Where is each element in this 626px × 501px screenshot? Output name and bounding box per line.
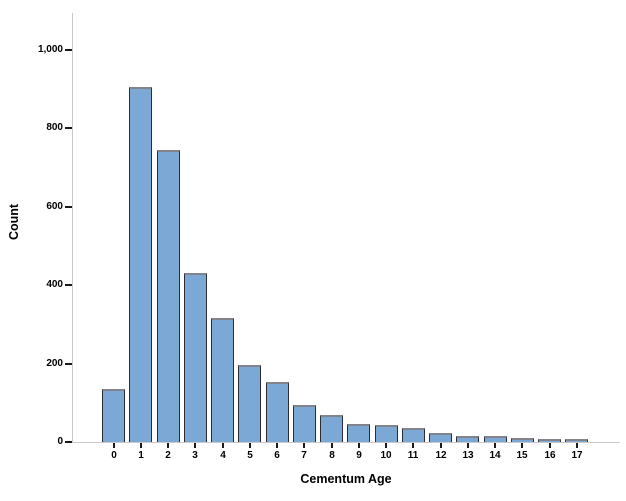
x-tick-mark (440, 443, 442, 448)
y-tick-mark (65, 441, 72, 443)
y-tick-mark (65, 363, 72, 365)
bar-14 (483, 436, 507, 442)
x-tick-mark (222, 443, 224, 448)
x-tick-label: 13 (462, 450, 474, 461)
bar-2 (156, 150, 180, 442)
y-tick-mark (65, 206, 72, 208)
y-tick-label: 200 (46, 358, 63, 369)
x-tick-label: 6 (274, 450, 280, 461)
x-tick-label: 3 (192, 450, 198, 461)
x-tick-label: 8 (329, 450, 335, 461)
x-tick-mark (113, 443, 115, 448)
bar-15 (510, 438, 534, 442)
x-tick-mark (521, 443, 523, 448)
x-tick-mark (549, 443, 551, 448)
y-tick-label: 1,000 (37, 44, 63, 55)
x-tick-label: 2 (165, 450, 171, 461)
y-tick-label: 600 (46, 201, 63, 212)
x-tick-mark (385, 443, 387, 448)
x-tick-label: 5 (247, 450, 253, 461)
y-tick-mark (65, 49, 72, 51)
bar-17 (565, 439, 589, 442)
bar-3 (183, 273, 207, 442)
x-tick-mark (494, 443, 496, 448)
x-tick-label: 14 (489, 450, 501, 461)
plot-area (73, 13, 620, 442)
x-tick-label: 11 (407, 450, 419, 461)
x-tick-label: 17 (571, 450, 583, 461)
x-tick-label: 16 (544, 450, 556, 461)
bar-9 (347, 424, 371, 442)
x-tick-mark (412, 443, 414, 448)
y-tick-mark (65, 284, 72, 286)
bar-5 (238, 365, 262, 442)
x-tick-label: 4 (220, 450, 226, 461)
x-tick-mark (576, 443, 578, 448)
bar-4 (211, 318, 234, 442)
bar-16 (538, 439, 561, 442)
x-tick-mark (331, 443, 333, 448)
x-axis-title: Cementum Age (300, 472, 392, 486)
x-tick-label: 15 (516, 450, 528, 461)
y-tick-label: 0 (57, 436, 63, 447)
x-tick-label: 10 (380, 450, 392, 461)
y-tick-label: 800 (46, 122, 63, 133)
bar-7 (292, 405, 316, 442)
x-tick-label: 0 (111, 450, 117, 461)
x-tick-mark (194, 443, 196, 448)
x-tick-mark (467, 443, 469, 448)
x-tick-mark (358, 443, 360, 448)
bar-12 (429, 433, 452, 442)
bar-13 (456, 436, 480, 442)
x-axis-line (72, 442, 620, 443)
bar-0 (102, 389, 125, 442)
y-axis-line (72, 13, 73, 443)
bar-6 (265, 382, 289, 442)
y-tick-label: 400 (46, 279, 63, 290)
bar-10 (374, 425, 398, 442)
bar-11 (401, 428, 425, 442)
bar-8 (320, 415, 343, 442)
x-tick-mark (140, 443, 142, 448)
x-tick-mark (276, 443, 278, 448)
x-tick-label: 12 (435, 450, 447, 461)
y-tick-mark (65, 127, 72, 129)
x-tick-mark (167, 443, 169, 448)
x-tick-label: 1 (138, 450, 144, 461)
bar-1 (129, 87, 153, 442)
x-tick-label: 7 (301, 450, 307, 461)
x-tick-mark (303, 443, 305, 448)
x-tick-label: 9 (356, 450, 362, 461)
x-tick-mark (249, 443, 251, 448)
